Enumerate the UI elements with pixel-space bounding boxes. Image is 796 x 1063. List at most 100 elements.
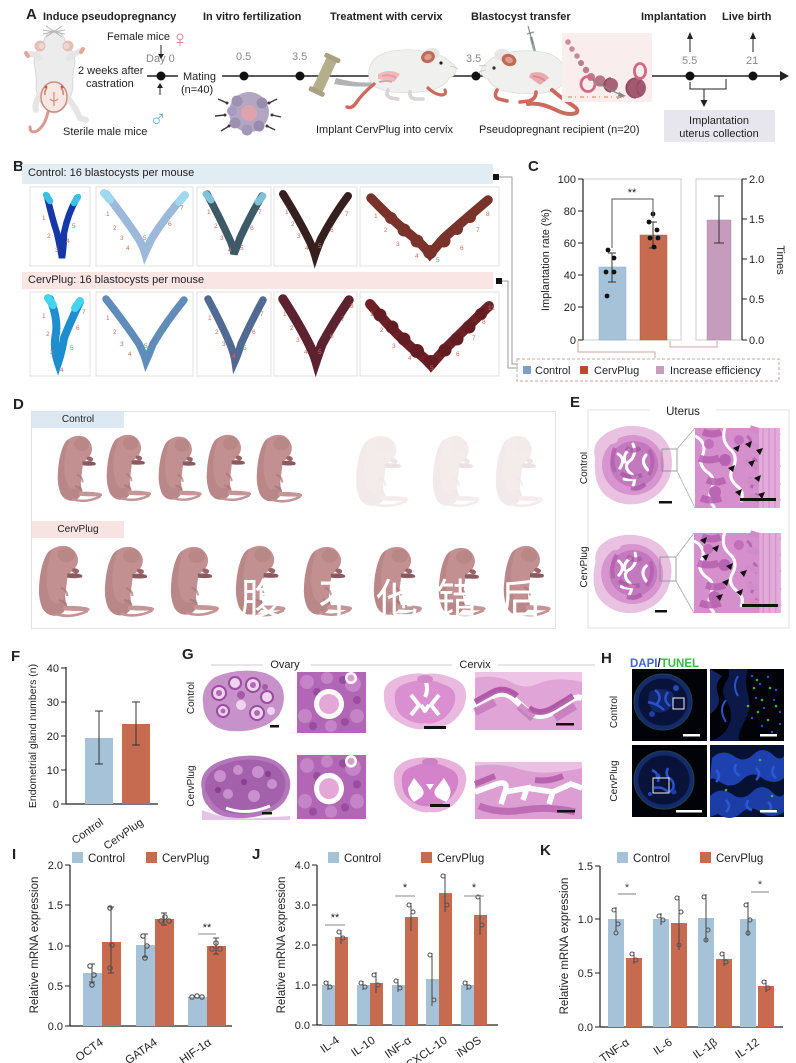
svg-text:0: 0 — [53, 799, 59, 811]
svg-text:3: 3 — [396, 241, 400, 248]
svg-text:Blastocyst transfer: Blastocyst transfer — [471, 11, 571, 23]
svg-text:1.5: 1.5 — [48, 900, 63, 912]
svg-text:8: 8 — [350, 303, 354, 310]
svg-text:Mating: Mating — [183, 71, 216, 83]
svg-text:6: 6 — [330, 227, 334, 234]
svg-text:8: 8 — [482, 319, 486, 326]
svg-text:Sterile male mice: Sterile male mice — [63, 126, 147, 138]
svg-text:1.0: 1.0 — [749, 254, 764, 266]
svg-text:5: 5 — [430, 365, 434, 372]
svg-text:2.0: 2.0 — [295, 940, 310, 952]
svg-text:2: 2 — [380, 327, 384, 334]
svg-text:Implantation rate (%): Implantation rate (%) — [540, 209, 552, 311]
svg-text:IL-6: IL-6 — [652, 1037, 675, 1058]
svg-text:iNOS: iNOS — [454, 1034, 484, 1060]
svg-text:CervPlug: CervPlug — [594, 365, 639, 377]
svg-text:1: 1 — [208, 315, 212, 322]
svg-text:1: 1 — [374, 213, 378, 220]
svg-text:2: 2 — [113, 329, 117, 336]
svg-text:20: 20 — [47, 731, 59, 743]
svg-text:CervPlug: CervPlug — [437, 853, 484, 865]
svg-text:Relative mRNA expression: Relative mRNA expression — [276, 877, 288, 1014]
svg-text:6: 6 — [160, 329, 164, 336]
svg-text:Times: Times — [774, 245, 786, 275]
svg-text:CervPlug: CervPlug — [580, 546, 590, 587]
svg-text:4: 4 — [128, 351, 132, 358]
svg-text:Relative mRNA expression: Relative mRNA expression — [559, 878, 571, 1015]
svg-text:HIF-1α: HIF-1α — [178, 1036, 214, 1063]
svg-text:Day 0: Day 0 — [146, 53, 175, 65]
svg-text:3: 3 — [55, 247, 59, 254]
svg-text:**: ** — [203, 922, 212, 934]
svg-text:0.5: 0.5 — [578, 968, 593, 980]
svg-text:Increase efficiency: Increase efficiency — [670, 365, 761, 377]
svg-text:1: 1 — [42, 215, 46, 222]
svg-text:5: 5 — [144, 343, 148, 350]
svg-text:4: 4 — [408, 355, 412, 362]
svg-text:5: 5 — [143, 235, 147, 242]
svg-text:Induce pseudopregnancy: Induce pseudopregnancy — [43, 11, 177, 23]
svg-text:11: 11 — [488, 305, 495, 312]
svg-text:Control: Control — [609, 696, 620, 728]
svg-text:♂: ♂ — [149, 106, 167, 133]
svg-text:CXCL-10: CXCL-10 — [404, 1035, 450, 1063]
svg-text:Control: Control — [535, 365, 570, 377]
svg-text:3: 3 — [296, 337, 300, 344]
svg-text:IL-1β: IL-1β — [691, 1036, 720, 1061]
svg-text:2: 2 — [46, 331, 50, 338]
svg-text:2: 2 — [291, 221, 295, 228]
svg-text:40: 40 — [564, 270, 576, 282]
svg-text:Pseudopregnant recipient (n=20: Pseudopregnant recipient (n=20) — [479, 124, 640, 136]
svg-text:Endometrial gland numbers (n): Endometrial gland numbers (n) — [27, 664, 39, 808]
svg-text:5: 5 — [72, 223, 76, 230]
svg-text:4: 4 — [304, 349, 308, 356]
svg-text:1.5: 1.5 — [578, 861, 593, 873]
svg-text:1.5: 1.5 — [749, 214, 764, 226]
svg-text:Female mice: Female mice — [107, 31, 170, 43]
svg-text:*: * — [403, 882, 408, 894]
svg-text:7: 7 — [345, 211, 349, 218]
svg-text:*: * — [625, 882, 630, 894]
svg-text:4: 4 — [66, 238, 70, 245]
svg-text:5: 5 — [243, 345, 247, 352]
svg-text:2: 2 — [214, 223, 218, 230]
svg-text:IL-4: IL-4 — [319, 1034, 343, 1056]
svg-text:**: ** — [331, 912, 340, 924]
svg-text:0.0: 0.0 — [295, 1020, 310, 1032]
svg-text:1: 1 — [106, 211, 110, 218]
svg-text:Control: Control — [580, 452, 590, 484]
svg-text:Treatment with cervix: Treatment with cervix — [330, 11, 443, 23]
svg-text:7: 7 — [341, 316, 345, 323]
svg-text:4: 4 — [60, 367, 64, 374]
svg-text:0.5: 0.5 — [236, 51, 251, 63]
svg-text:10: 10 — [47, 765, 59, 777]
svg-text:6: 6 — [76, 325, 80, 332]
svg-text:*: * — [758, 879, 763, 891]
svg-text:1: 1 — [207, 209, 211, 216]
svg-text:Uterus: Uterus — [666, 406, 700, 418]
svg-text:6: 6 — [456, 351, 460, 358]
svg-text:7: 7 — [472, 335, 476, 342]
svg-text:Control: Control — [633, 853, 670, 865]
svg-text:TNF-α: TNF-α — [598, 1036, 632, 1063]
svg-text:2: 2 — [384, 227, 388, 234]
svg-text:3.5: 3.5 — [292, 51, 307, 63]
svg-text:3: 3 — [50, 349, 54, 356]
svg-text:100: 100 — [558, 174, 576, 186]
svg-text:Relative mRNA expression: Relative mRNA expression — [29, 877, 41, 1014]
svg-text:40: 40 — [47, 663, 59, 675]
svg-text:1: 1 — [42, 313, 46, 320]
svg-text:3: 3 — [392, 343, 396, 350]
svg-text:4: 4 — [415, 253, 419, 260]
svg-text:5: 5 — [318, 349, 322, 356]
svg-text:3: 3 — [220, 235, 224, 242]
svg-text:GATA4: GATA4 — [123, 1036, 160, 1063]
svg-text:6: 6 — [252, 329, 256, 336]
svg-text:0: 0 — [570, 335, 576, 347]
svg-text:7: 7 — [180, 205, 184, 212]
svg-text:60: 60 — [564, 238, 576, 250]
svg-text:Control: Control — [88, 853, 125, 865]
svg-text:Implantation: Implantation — [689, 115, 749, 127]
svg-text:3: 3 — [222, 341, 226, 348]
svg-text:5: 5 — [436, 257, 440, 264]
